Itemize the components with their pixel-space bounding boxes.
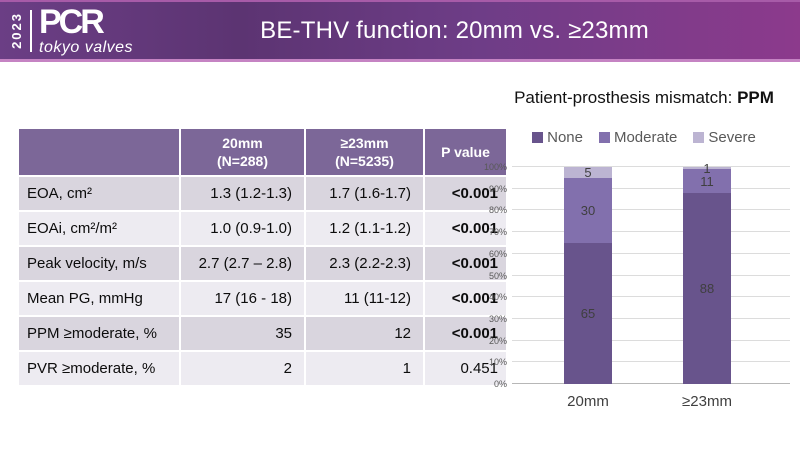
p-value: <0.001: [425, 317, 506, 350]
y-tick-label: 0%: [493, 379, 507, 389]
header-cell-pvalue: P value: [425, 129, 506, 175]
comparison-table: 20mm (N=288) ≥23mm (N=5235) P value EOA,…: [17, 127, 508, 387]
logo-pcr-text: PCR: [39, 3, 105, 41]
chart-legend: None Moderate Severe: [488, 129, 800, 146]
y-tick-label: 20%: [488, 335, 507, 346]
y-tick-label: 80%: [488, 205, 507, 216]
table-row: PPM ≥moderate, % 35 12 <0.001: [19, 317, 506, 350]
logo-subtitle: tokyo valves: [39, 39, 134, 56]
row-label: PVR ≥moderate, %: [19, 352, 179, 385]
gridline: [512, 187, 790, 189]
value-23mm: 1.2 (1.1-1.2): [306, 212, 423, 245]
chart-title-text: Patient-prosthesis mismatch:: [514, 88, 738, 107]
gridline: [512, 274, 790, 276]
table-row: PVR ≥moderate, % 2 1 0.451: [19, 352, 506, 385]
row-label: EOA, cm²: [19, 177, 179, 210]
legend-label: Moderate: [613, 129, 678, 146]
y-tick-label: 30%: [488, 313, 507, 324]
bar-segment-severe: 5: [564, 164, 612, 180]
chart-title: Patient-prosthesis mismatch: PPM: [488, 88, 800, 108]
y-tick-label: 10%: [488, 357, 507, 368]
data-label: 1: [703, 160, 711, 176]
p-value: <0.001: [425, 177, 506, 210]
logo-year: 2023: [9, 12, 24, 49]
gridline: [512, 252, 790, 254]
x-axis-label: 20mm: [567, 393, 609, 410]
value-20mm: 17 (16 - 18): [181, 282, 304, 315]
value-20mm: 2: [181, 352, 304, 385]
gridline: [512, 209, 790, 211]
value-23mm: 1.7 (1.6-1.7): [306, 177, 423, 210]
slide-title: BE-THV function: 20mm vs. ≥23mm: [260, 16, 649, 44]
bar-segment-moderate: 30: [564, 177, 612, 243]
data-label: 5: [584, 164, 592, 180]
pcr-logo: 2023 PCR tokyo valves: [0, 5, 133, 56]
p-value: 0.451: [425, 352, 506, 385]
bar-segment-severe: 1: [683, 162, 731, 175]
value-23mm: 2.3 (2.2-2.3): [306, 247, 423, 280]
data-label: 65: [580, 305, 596, 321]
gridline: [512, 339, 790, 341]
data-label: 11: [700, 173, 714, 189]
y-tick-label: 100%: [483, 162, 507, 172]
p-value: <0.001: [425, 282, 506, 315]
gridline: [512, 231, 790, 233]
row-label: Mean PG, mmHg: [19, 282, 179, 315]
bar-segment-moderate: 11: [683, 169, 731, 194]
legend-swatch-moderate: [598, 132, 610, 143]
value-23mm: 1: [306, 352, 423, 385]
y-tick-label: 70%: [488, 227, 507, 238]
row-label: PPM ≥moderate, %: [19, 317, 179, 350]
row-label: Peak velocity, m/s: [19, 247, 179, 280]
y-tick-label: 90%: [488, 183, 507, 194]
value-20mm: 35: [181, 317, 304, 350]
table-row: EOA, cm² 1.3 (1.2-1.3) 1.7 (1.6-1.7) <0.…: [19, 177, 506, 210]
value-23mm: 12: [306, 317, 423, 350]
stacked-bar-20mm: 65 30 5: [564, 164, 612, 384]
table-row: EOAi, cm²/m² 1.0 (0.9-1.0) 1.2 (1.1-1.2)…: [19, 212, 506, 245]
y-tick-label: 50%: [488, 270, 507, 281]
x-axis-line: [512, 383, 790, 384]
table-header-row: 20mm (N=288) ≥23mm (N=5235) P value: [19, 129, 506, 175]
gridline: [512, 296, 790, 298]
legend-swatch-none: [532, 132, 544, 143]
legend-label: None: [547, 129, 583, 146]
p-value: <0.001: [425, 247, 506, 280]
gridline: [512, 317, 790, 319]
bar-segment-none: 65: [564, 242, 612, 384]
value-20mm: 1.0 (0.9-1.0): [181, 212, 304, 245]
comparison-table-wrap: 20mm (N=288) ≥23mm (N=5235) P value EOA,…: [17, 127, 508, 387]
gridline: [512, 361, 790, 363]
header-banner: 2023 PCR tokyo valves BE-THV function: 2…: [0, 0, 800, 62]
value-20mm: 1.3 (1.2-1.3): [181, 177, 304, 210]
logo-stack: PCR tokyo valves: [39, 5, 133, 56]
chart-plot: 0% 10% 20% 30% 40% 50% 60% 70% 80% 90% 100% 65 30 5 20…: [484, 162, 790, 410]
table-row: Peak velocity, m/s 2.7 (2.7 – 2.8) 2.3 (…: [19, 247, 506, 280]
y-tick-label: 60%: [488, 248, 507, 259]
legend-item-none: None: [532, 129, 583, 146]
legend-label: Severe: [708, 129, 756, 146]
stacked-bar-23mm: 88 11 1: [683, 162, 731, 384]
data-label: 30: [580, 202, 596, 218]
legend-swatch-severe: [693, 132, 705, 143]
header-cell-20mm: 20mm (N=288): [181, 129, 304, 175]
x-axis-label: ≥23mm: [682, 393, 732, 410]
header-cell-23mm: ≥23mm (N=5235): [306, 129, 423, 175]
header-cell-empty: [19, 129, 179, 175]
table-row: Mean PG, mmHg 17 (16 - 18) 11 (11-12) <0…: [19, 282, 506, 315]
slide-title-wrap: BE-THV function: 20mm vs. ≥23mm: [133, 17, 800, 45]
row-label: EOAi, cm²/m²: [19, 212, 179, 245]
p-value: <0.001: [425, 212, 506, 245]
ppm-chart: Patient-prosthesis mismatch: PPM None Mod…: [484, 88, 800, 428]
legend-item-moderate: Moderate: [598, 129, 678, 146]
legend-item-severe: Severe: [693, 129, 756, 146]
value-20mm: 2.7 (2.7 – 2.8): [181, 247, 304, 280]
value-23mm: 11 (11-12): [306, 282, 423, 315]
bar-segment-none: 88: [683, 193, 731, 384]
data-label: 88: [699, 281, 715, 297]
chart-title-ppm: PPM: [737, 88, 774, 107]
logo-divider: [30, 9, 32, 52]
gridline: [512, 166, 790, 167]
y-tick-label: 40%: [488, 292, 507, 303]
